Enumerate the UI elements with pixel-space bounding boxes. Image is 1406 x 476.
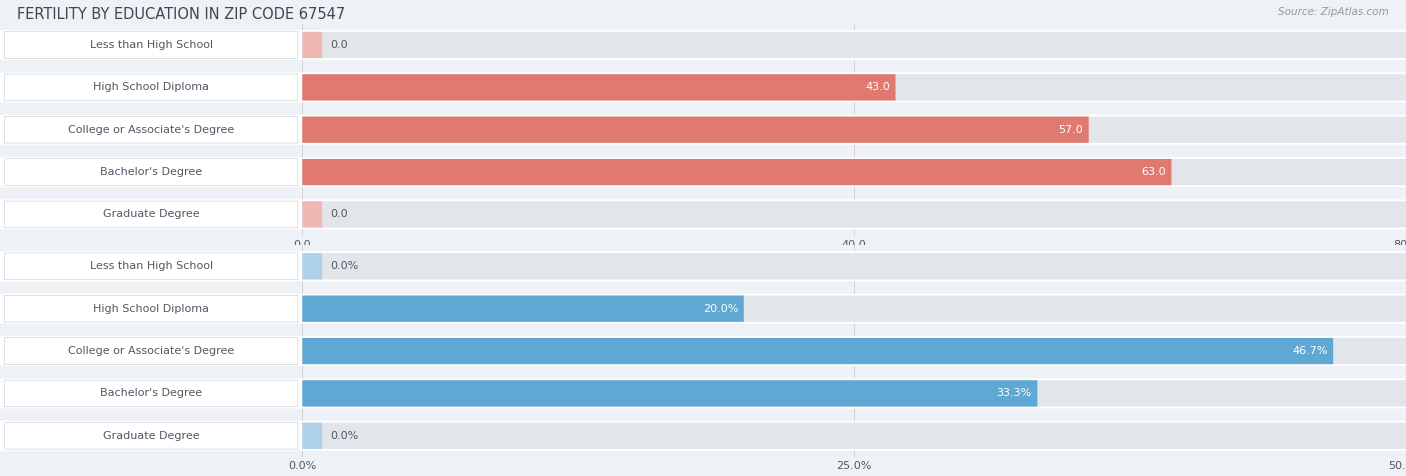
FancyBboxPatch shape <box>0 115 1406 145</box>
FancyBboxPatch shape <box>4 337 298 365</box>
Text: Less than High School: Less than High School <box>90 261 212 271</box>
FancyBboxPatch shape <box>302 201 322 228</box>
FancyBboxPatch shape <box>302 201 1406 228</box>
Text: 46.7%: 46.7% <box>1292 346 1327 356</box>
FancyBboxPatch shape <box>4 295 298 322</box>
Text: High School Diploma: High School Diploma <box>93 82 209 92</box>
Text: Graduate Degree: Graduate Degree <box>103 431 200 441</box>
FancyBboxPatch shape <box>4 253 298 280</box>
Text: College or Associate's Degree: College or Associate's Degree <box>67 346 235 356</box>
FancyBboxPatch shape <box>302 423 1406 449</box>
FancyBboxPatch shape <box>302 338 1333 364</box>
FancyBboxPatch shape <box>302 423 322 449</box>
FancyBboxPatch shape <box>302 380 1406 407</box>
FancyBboxPatch shape <box>4 422 298 449</box>
FancyBboxPatch shape <box>302 338 1406 364</box>
FancyBboxPatch shape <box>0 378 1406 408</box>
Text: 0.0: 0.0 <box>330 209 347 219</box>
Text: 43.0: 43.0 <box>865 82 890 92</box>
Text: 0.0: 0.0 <box>330 40 347 50</box>
FancyBboxPatch shape <box>302 253 322 279</box>
FancyBboxPatch shape <box>4 31 298 59</box>
FancyBboxPatch shape <box>302 159 1406 185</box>
FancyBboxPatch shape <box>0 199 1406 229</box>
Text: FERTILITY BY EDUCATION IN ZIP CODE 67547: FERTILITY BY EDUCATION IN ZIP CODE 67547 <box>17 7 344 22</box>
Text: College or Associate's Degree: College or Associate's Degree <box>67 125 235 135</box>
Text: 0.0%: 0.0% <box>330 431 359 441</box>
FancyBboxPatch shape <box>302 32 322 58</box>
Text: Source: ZipAtlas.com: Source: ZipAtlas.com <box>1278 7 1389 17</box>
Text: 63.0: 63.0 <box>1142 167 1166 177</box>
FancyBboxPatch shape <box>302 32 1406 58</box>
Text: Bachelor's Degree: Bachelor's Degree <box>100 167 202 177</box>
FancyBboxPatch shape <box>0 336 1406 366</box>
FancyBboxPatch shape <box>302 296 744 322</box>
FancyBboxPatch shape <box>302 74 1406 100</box>
FancyBboxPatch shape <box>4 201 298 228</box>
FancyBboxPatch shape <box>4 159 298 186</box>
Text: 57.0: 57.0 <box>1059 125 1083 135</box>
FancyBboxPatch shape <box>0 157 1406 187</box>
Text: High School Diploma: High School Diploma <box>93 304 209 314</box>
Text: Bachelor's Degree: Bachelor's Degree <box>100 388 202 398</box>
Text: 20.0%: 20.0% <box>703 304 738 314</box>
FancyBboxPatch shape <box>4 380 298 407</box>
FancyBboxPatch shape <box>4 74 298 101</box>
FancyBboxPatch shape <box>302 159 1171 185</box>
FancyBboxPatch shape <box>302 74 896 100</box>
FancyBboxPatch shape <box>0 294 1406 324</box>
FancyBboxPatch shape <box>302 296 1406 322</box>
FancyBboxPatch shape <box>302 253 1406 279</box>
FancyBboxPatch shape <box>302 117 1406 143</box>
Text: 0.0%: 0.0% <box>330 261 359 271</box>
FancyBboxPatch shape <box>0 421 1406 451</box>
FancyBboxPatch shape <box>302 380 1038 407</box>
FancyBboxPatch shape <box>0 251 1406 281</box>
Text: Graduate Degree: Graduate Degree <box>103 209 200 219</box>
FancyBboxPatch shape <box>0 72 1406 102</box>
FancyBboxPatch shape <box>4 116 298 143</box>
FancyBboxPatch shape <box>302 117 1088 143</box>
Text: Less than High School: Less than High School <box>90 40 212 50</box>
FancyBboxPatch shape <box>0 30 1406 60</box>
Text: 33.3%: 33.3% <box>997 388 1032 398</box>
